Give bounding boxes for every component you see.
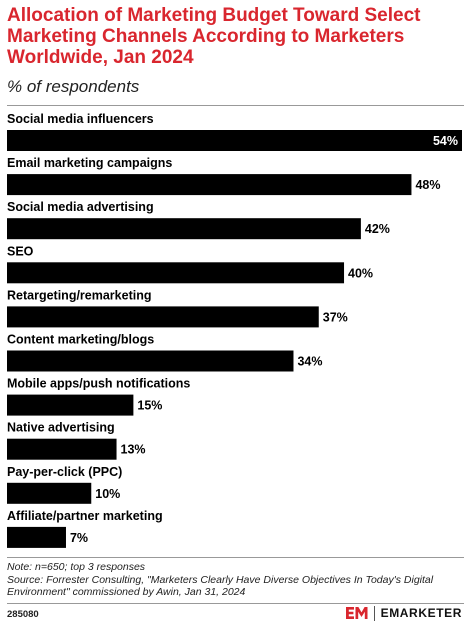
bar: [7, 218, 361, 240]
data-label: 34%: [297, 355, 322, 369]
category-label: SEO: [7, 244, 34, 258]
category-label: Native advertising: [7, 421, 115, 435]
bar: [7, 438, 117, 460]
bar: [7, 350, 294, 372]
data-label: 7%: [70, 531, 88, 545]
brand-logo: EMARKETER: [345, 603, 462, 623]
data-label: 13%: [121, 443, 146, 457]
category-label: Social media influencers: [7, 112, 154, 126]
bar: [7, 130, 462, 151]
bottom-divider: [7, 603, 464, 604]
bar-chart: Social media influencers 54% Email marketi…: [7, 112, 462, 548]
bar: [7, 394, 134, 416]
category-label: Email marketing campaigns: [7, 156, 172, 170]
data-label: 54%: [433, 134, 458, 148]
category-label: Retargeting/remarketing: [7, 288, 151, 302]
bar: [7, 482, 92, 504]
footer-divider: [7, 557, 464, 558]
em-logo-icon: [345, 607, 368, 619]
source-text: Source: Forrester Consulting, "Marketers…: [7, 573, 434, 599]
chart-id: 285080: [7, 609, 39, 620]
bar: [7, 174, 412, 196]
data-label: 15%: [137, 399, 162, 413]
bar: [7, 262, 345, 284]
chart-title: Allocation of Marketing Budget Toward Se…: [7, 5, 421, 68]
brand-separator: [373, 605, 375, 621]
brand-name: EMARKETER: [380, 606, 462, 620]
category-label: Mobile apps/push notifications: [7, 377, 190, 391]
bar: [7, 526, 66, 548]
category-label: Affiliate/partner marketing: [7, 509, 163, 523]
note-text: Note: n=650; top 3 responses: [7, 561, 146, 573]
category-label: Pay-per-click (PPC): [7, 465, 122, 479]
chart-subtitle: % of respondents: [7, 77, 140, 96]
data-label: 42%: [365, 222, 390, 236]
bar: [7, 306, 319, 328]
data-label: 40%: [348, 266, 373, 280]
data-label: 10%: [95, 487, 120, 501]
chart-notes: Note: n=650; top 3 responses Source: For…: [7, 561, 465, 599]
header-divider: [7, 105, 464, 106]
data-label: 37%: [323, 310, 348, 324]
category-label: Social media advertising: [7, 200, 154, 214]
data-label: 48%: [415, 178, 440, 192]
category-label: Content marketing/blogs: [7, 333, 154, 347]
